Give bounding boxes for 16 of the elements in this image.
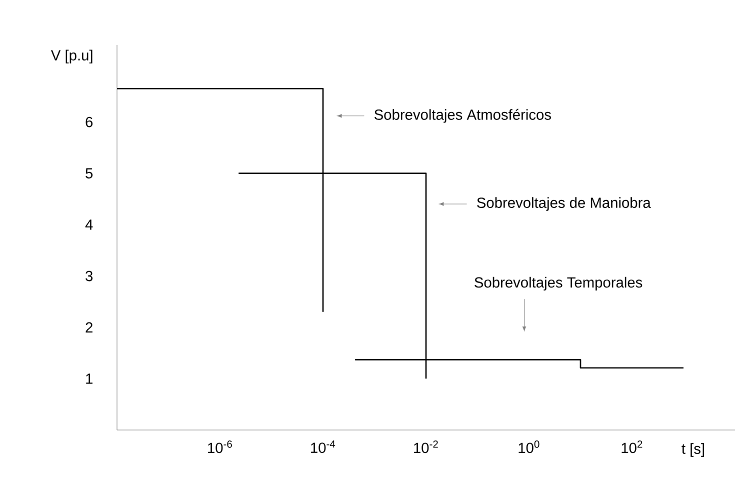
y-tick-label: 6	[86, 116, 93, 128]
x-tick-label: 10$^{-2}$	[414, 440, 438, 454]
y-tick-label: 3	[86, 270, 93, 282]
y-tick-label: 4	[85, 220, 93, 230]
y-tick-label: 2	[86, 322, 92, 332]
y-tick-label: 5	[86, 168, 93, 178]
annotation: Sobrevoltajes Temporales	[474, 276, 642, 291]
y-axis-title: V [p.u]	[50, 50, 92, 64]
x-tick-label: 10$^{-6}$	[208, 440, 232, 454]
x-tick-label: 10$^{0}$	[518, 440, 540, 454]
annotation: Sobrevoltajes de Maniobra	[477, 197, 651, 211]
y-tick-label: 1	[86, 374, 92, 384]
annotation: Sobrevoltajes Atmosféricos	[374, 108, 551, 123]
x-tick-label: 10$^{-4}$	[311, 440, 336, 453]
x-axis-title: t [s]	[682, 443, 704, 457]
x-tick-label: 10$^{2}$	[622, 440, 642, 454]
